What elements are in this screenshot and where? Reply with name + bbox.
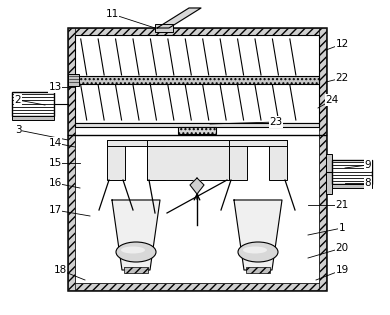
Text: 20: 20 [335,243,349,253]
Bar [332,160,372,184]
Bar [147,140,229,180]
Text: 2: 2 [15,95,21,105]
Bar [107,140,165,146]
Ellipse shape [238,242,278,262]
Bar [12,92,54,116]
Ellipse shape [243,247,267,254]
Text: 22: 22 [335,73,349,83]
Text: 3: 3 [15,125,21,135]
Polygon shape [157,8,201,28]
Bar [147,140,165,180]
Polygon shape [190,178,204,194]
Text: 16: 16 [48,178,62,188]
Bar [75,76,319,84]
Bar [178,127,216,134]
Bar [269,140,287,180]
Bar [326,154,332,194]
Ellipse shape [116,242,156,262]
Ellipse shape [121,247,145,254]
Bar [75,135,319,283]
Text: 12: 12 [335,39,349,49]
Polygon shape [112,200,160,270]
Bar [68,28,75,290]
Text: 15: 15 [48,158,62,168]
Text: 24: 24 [325,95,339,105]
Bar [68,28,326,35]
Text: 18: 18 [53,265,67,275]
Text: 11: 11 [105,9,119,19]
Bar [107,140,125,180]
Text: 14: 14 [48,138,62,148]
Bar [332,184,372,188]
Bar [319,28,326,290]
Bar [155,24,173,32]
Bar [68,28,326,290]
Bar [246,267,270,273]
Bar [147,140,229,146]
Text: 19: 19 [335,265,349,275]
Text: 21: 21 [335,200,349,210]
Bar [12,116,54,120]
Bar [229,140,247,180]
Text: 1: 1 [339,223,345,233]
Text: 13: 13 [48,82,62,92]
Text: 9: 9 [365,160,371,170]
Bar [75,123,319,127]
Bar [75,35,319,123]
Bar [68,283,326,290]
Text: 23: 23 [269,117,283,127]
Bar [68,74,79,86]
Text: 8: 8 [365,178,371,188]
Bar [124,267,148,273]
Text: 17: 17 [48,205,62,215]
Bar [229,140,287,146]
Polygon shape [234,200,282,270]
